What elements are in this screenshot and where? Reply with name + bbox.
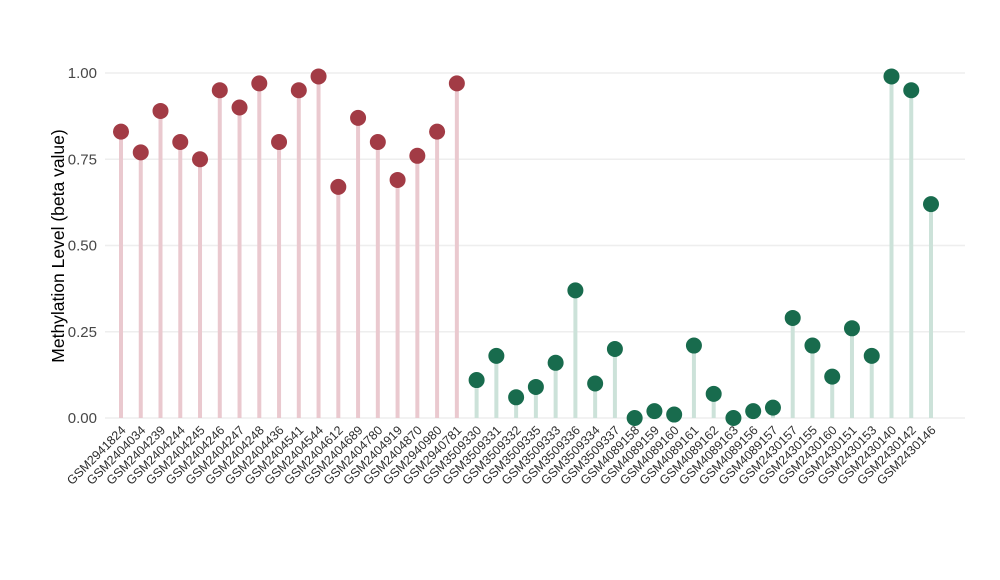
lollipop-dot (290, 82, 307, 99)
y-tick-label: 0.50 (68, 238, 97, 255)
lollipop-dot (468, 372, 485, 389)
lollipop-dot (824, 368, 841, 385)
lollipop-dot (527, 378, 544, 395)
lollipop-dot (764, 399, 781, 416)
y-axis-title: Methylation Level (beta value) (48, 129, 68, 362)
lollipop-dot (863, 347, 880, 364)
lollipop-dot (903, 82, 920, 99)
lollipop-dot (211, 82, 228, 99)
lollipop-dot (172, 134, 189, 150)
lollipop-dot (567, 282, 584, 299)
lollipop-dot (685, 337, 702, 354)
lollipop-dot (271, 134, 288, 150)
lollipop-dot (883, 68, 900, 85)
lollipop-dot (705, 385, 722, 402)
lollipop-dot (409, 147, 426, 164)
y-tick-label: 0.75 (68, 151, 97, 168)
lollipop-dot (784, 309, 801, 326)
lollipop-dot (666, 406, 683, 423)
lollipop-dot (389, 171, 406, 188)
lollipop-dot (804, 337, 821, 354)
y-tick-label: 0.25 (68, 324, 97, 341)
lollipop-dot (192, 151, 209, 168)
lollipop-dot (843, 320, 860, 337)
lollipop-dot (646, 403, 663, 420)
lollipop-dot (725, 410, 742, 426)
y-tick-label: 0.00 (68, 410, 97, 427)
lollipop-dot (330, 178, 347, 195)
lollipop-dot (251, 75, 268, 92)
lollipop-dot (310, 68, 327, 85)
lollipop-dot (132, 144, 149, 161)
lollipop-dot (152, 102, 169, 119)
lollipop-dot (587, 375, 604, 392)
lollipop-dot (508, 389, 525, 406)
lollipop-dot (350, 109, 367, 126)
lollipop-dot (369, 134, 386, 150)
lollipop-dot (113, 123, 129, 140)
y-tick-label: 1.00 (68, 65, 97, 82)
lollipop-dot (429, 123, 446, 140)
lollipop-dot (606, 341, 623, 357)
lollipop-dot (231, 99, 248, 116)
lollipop-dot (626, 410, 643, 426)
lollipop-dot (488, 347, 505, 364)
lollipop-dot (745, 403, 762, 420)
lollipop-dot (448, 75, 465, 92)
lollipop-dot (923, 196, 939, 213)
lollipop-dot (547, 354, 564, 371)
